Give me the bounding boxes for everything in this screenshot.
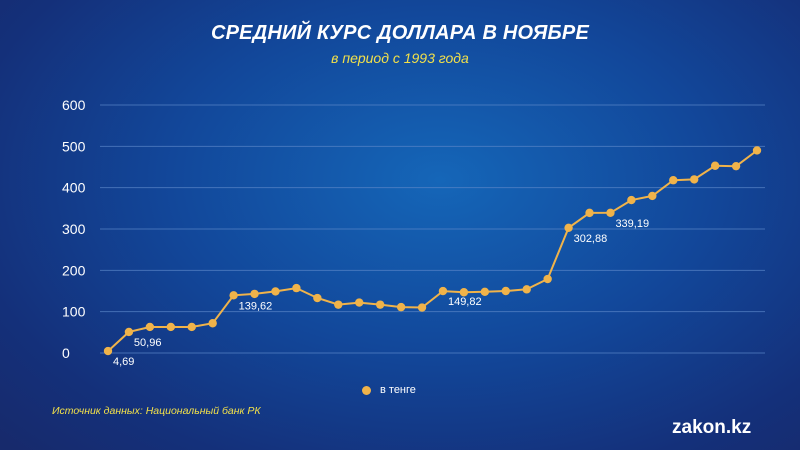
data-point [585,208,594,218]
data-point [355,298,364,307]
data-point [480,287,490,297]
data-point [417,303,427,312]
source-note: Источник данных: Национальный банк РК [52,405,261,417]
data-point [396,302,406,312]
data-point [564,223,573,233]
data-label: 139,62 [239,300,273,312]
data-point [124,327,134,337]
data-point [710,161,720,170]
data-point [208,319,217,328]
legend-marker [362,385,371,395]
data-point [627,195,636,205]
data-point [606,208,615,218]
data-label: 50,96 [134,337,162,349]
data-point [543,274,552,284]
y-tick-label: 0 [62,345,70,361]
data-point [145,322,155,332]
data-point [292,283,301,293]
data-point [438,286,448,296]
y-tick-label: 100 [62,304,86,320]
chart-subtitle: в период с 1993 года [331,50,469,66]
series-line [107,149,758,352]
data-point [731,161,741,171]
legend-label: в тенге [380,384,416,396]
data-point [250,289,259,299]
brand-logo: zakon.kz [672,417,752,438]
data-label: 302,88 [574,233,608,245]
data-point [313,293,322,303]
y-tick-label: 600 [62,97,86,113]
data-point [501,286,510,296]
data-label: 4,69 [113,356,134,368]
y-tick-label: 400 [62,180,86,196]
data-point [166,322,176,332]
data-point [229,291,238,300]
data-point [271,287,280,296]
y-tick-label: 300 [62,221,86,237]
data-label: 339,19 [615,218,649,230]
data-point [103,346,113,356]
data-point [187,322,196,332]
y-tick-label: 200 [62,262,86,278]
data-point [689,175,699,184]
data-point [648,191,657,201]
data-point [669,176,678,185]
legend: в тенге [362,384,416,396]
data-point [459,288,469,297]
data-point [334,300,343,309]
data-point [522,285,531,294]
chart-title: СРЕДНИЙ КУРС ДОЛЛАРА В НОЯБРЕ [211,22,589,44]
y-tick-label: 500 [62,138,86,154]
data-point [375,300,385,309]
data-label: 149,82 [448,296,482,308]
data-point [752,146,762,155]
